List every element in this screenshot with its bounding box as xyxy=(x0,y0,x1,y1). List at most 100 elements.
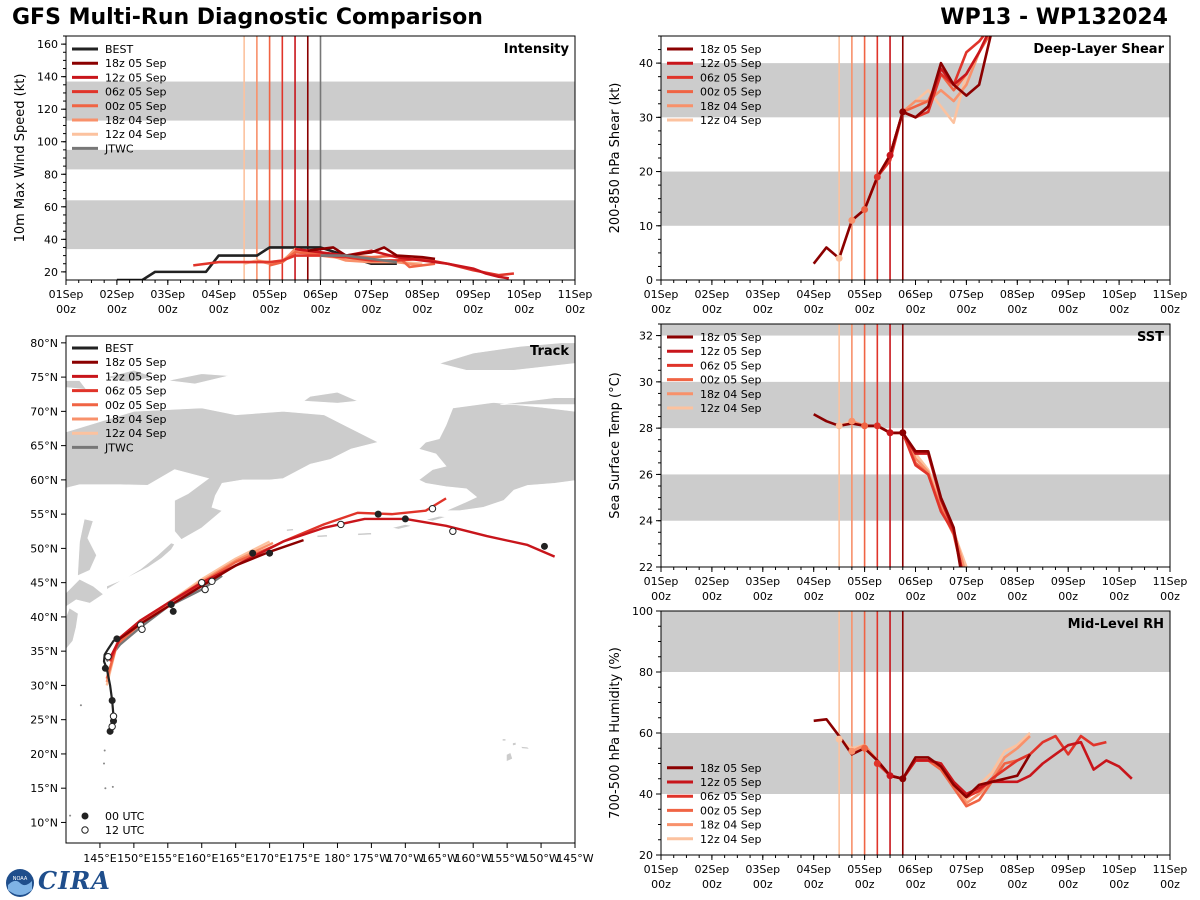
intensity-ytick-label: 140 xyxy=(37,71,58,84)
track-legend-label: BEST xyxy=(105,342,133,355)
intensity-legend-label: 12z 04 Sep xyxy=(105,128,167,141)
intensity-xtick-label: 05Sep xyxy=(252,288,287,301)
intensity-ytick-label: 40 xyxy=(44,233,58,246)
track-lat-label: 75°N xyxy=(30,371,58,384)
noaa-seal-text: NOAA xyxy=(13,876,28,882)
track-marker-12utc xyxy=(138,625,146,633)
track-lon-label: 160°E xyxy=(185,852,218,865)
rh-legend-label: 00z 05 Sep xyxy=(700,804,762,817)
intensity-xtick-sub: 00z xyxy=(56,303,76,316)
track-map-group xyxy=(66,342,575,817)
legend-00utc-label: 00 UTC xyxy=(105,810,145,823)
track-legend-label: 12z 05 Sep xyxy=(105,370,167,383)
shear-xtick-sub: 00z xyxy=(1058,303,1078,316)
shear-xtick-sub: 00z xyxy=(702,303,722,316)
intensity-series-group xyxy=(116,246,515,280)
intensity-legend-label: BEST xyxy=(105,43,133,56)
island-dot xyxy=(103,762,106,765)
track-marker-00utc xyxy=(169,607,177,615)
track-marker-00utc xyxy=(401,515,409,523)
track-lon-label: 170°W xyxy=(387,852,424,865)
shear-band-1 xyxy=(661,63,1170,118)
rh-xtick-sub: 00z xyxy=(1058,878,1078,891)
track-marker-00utc xyxy=(540,542,548,550)
rh-xtick-label: 09Sep xyxy=(1051,863,1086,876)
rh-xtick-label: 06Sep xyxy=(898,863,933,876)
rh-title: Mid-Level RH xyxy=(1068,617,1164,632)
intensity-xtick-sub: 00z xyxy=(362,303,382,316)
land-mass xyxy=(66,407,380,540)
land-mass xyxy=(357,532,372,536)
sst-ytick-label: 24 xyxy=(639,515,653,528)
track-lon-label: 180° xyxy=(324,852,351,865)
sst-init-marker xyxy=(873,422,881,430)
land-mass xyxy=(77,518,97,577)
intensity-xtick-label: 04Sep xyxy=(201,288,236,301)
track-marker-12utc xyxy=(104,652,112,661)
shear-xtick-label: 06Sep xyxy=(898,288,933,301)
rh-xtick-label: 07Sep xyxy=(949,863,984,876)
land-mass xyxy=(66,607,79,650)
track-line-12z-04-Sep xyxy=(105,540,271,686)
land-mass xyxy=(500,397,575,405)
intensity-xtick-label: 02Sep xyxy=(100,288,135,301)
track-lon-label: 155°E xyxy=(151,852,184,865)
rh-xtick-sub: 00z xyxy=(855,878,875,891)
island-dot xyxy=(79,704,82,707)
intensity-xtick-sub: 00z xyxy=(209,303,229,316)
shear-legend-label: 18z 05 Sep xyxy=(700,43,762,56)
intensity-ytick-label: 60 xyxy=(44,201,58,214)
sst-legend-label: 00z 05 Sep xyxy=(700,374,762,387)
shear-init-marker xyxy=(873,173,881,181)
sst-xtick-sub: 00z xyxy=(804,590,824,603)
track-lat-label: 40°N xyxy=(30,611,58,624)
shear-legend-label: 12z 05 Sep xyxy=(700,57,762,70)
rh-legend-label: 12z 04 Sep xyxy=(700,833,762,846)
rh-xtick-sub: 00z xyxy=(1007,878,1027,891)
rh-init-marker xyxy=(899,775,907,783)
rh-series-group xyxy=(813,717,1133,808)
rh-xtick-label: 01Sep xyxy=(644,863,679,876)
shear-xtick-sub: 00z xyxy=(1007,303,1027,316)
shear-legend-label: 18z 04 Sep xyxy=(700,100,762,113)
intensity-ytick-label: 120 xyxy=(37,103,58,116)
island-dot xyxy=(69,814,72,817)
land-mass xyxy=(418,402,575,512)
intensity-xtick-label: 11Sep xyxy=(558,288,593,301)
sst-xtick-sub: 00z xyxy=(957,590,977,603)
sst-xtick-label: 01Sep xyxy=(644,575,679,588)
rh-xtick-sub: 00z xyxy=(753,878,773,891)
sst-title: SST xyxy=(1137,330,1164,345)
track-lat-label: 50°N xyxy=(30,542,58,555)
shear-ytick-label: 10 xyxy=(639,220,653,233)
track-lat-label: 25°N xyxy=(30,714,58,727)
sst-xtick-sub: 00z xyxy=(651,590,671,603)
track-marker-00utc xyxy=(266,549,274,557)
land-mass xyxy=(302,391,359,404)
land-mass xyxy=(106,542,176,591)
shear-legend-label: 06z 05 Sep xyxy=(700,71,762,84)
track-lat-label: 65°N xyxy=(30,440,58,453)
intensity-xtick-label: 07Sep xyxy=(354,288,389,301)
legend-00utc-marker xyxy=(81,812,89,820)
track-lat-label: 80°N xyxy=(30,337,58,350)
sst-xtick-label: 02Sep xyxy=(695,575,730,588)
shear-band-0 xyxy=(661,171,1170,226)
sst-series-group xyxy=(813,413,968,567)
rh-ytick-label: 40 xyxy=(639,788,653,801)
sst-ytick-label: 32 xyxy=(639,330,653,343)
sst-xtick-label: 04Sep xyxy=(796,575,831,588)
shear-xtick-sub: 00z xyxy=(957,303,977,316)
shear-init-marker xyxy=(861,206,869,214)
sst-xtick-label: 11Sep xyxy=(1153,575,1188,588)
intensity-legend-label: 18z 05 Sep xyxy=(105,57,167,70)
shear-ytick-label: 30 xyxy=(639,111,653,124)
track-marker-00utc xyxy=(108,696,116,704)
land-mass xyxy=(286,528,294,532)
track-lat-label: 70°N xyxy=(30,405,58,418)
track-lat-label: 55°N xyxy=(30,508,58,521)
shear-ylabel: 200-850 hPa Shear (kt) xyxy=(608,83,623,234)
sst-band-1 xyxy=(661,381,1170,429)
